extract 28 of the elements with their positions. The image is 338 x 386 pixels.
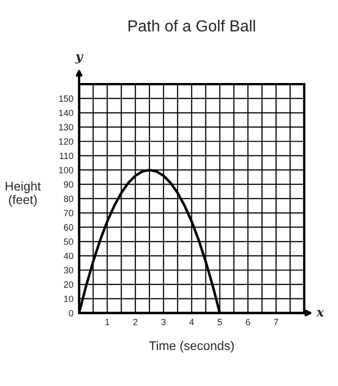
x-tick-label: 3 bbox=[161, 318, 166, 326]
y-tick-label: 70 bbox=[64, 210, 74, 216]
y-tick-label: 140 bbox=[59, 110, 74, 116]
chart-title: Path of a Golf Ball bbox=[128, 20, 255, 32]
x-tick-label: 7 bbox=[274, 318, 278, 326]
y-tick-label: 10 bbox=[64, 296, 74, 302]
text: y bbox=[75, 54, 84, 64]
y-tick-label: 0 bbox=[68, 310, 74, 316]
y-tick-label: 90 bbox=[64, 181, 74, 188]
x-tick-label: 4 bbox=[189, 318, 194, 326]
x-tick-label: 5 bbox=[218, 318, 222, 326]
y-tick-label: 150 bbox=[59, 95, 74, 102]
x-tick-label: 1 bbox=[105, 318, 110, 326]
y-tick-label: 30 bbox=[64, 267, 74, 274]
y-tick-label: 120 bbox=[59, 138, 74, 145]
y-tick-label: 80 bbox=[64, 196, 74, 202]
y-axis-title: Height (feet) bbox=[6, 181, 41, 207]
y-tick-label: 100 bbox=[59, 166, 74, 174]
y-tick-label: 40 bbox=[64, 252, 74, 260]
x-tick-label: 2 bbox=[133, 318, 138, 326]
y-tick-label: 110 bbox=[60, 152, 74, 160]
text: x bbox=[316, 310, 324, 316]
x-axis-title: Time (seconds) bbox=[149, 340, 234, 353]
x-tick-label: 6 bbox=[246, 318, 250, 326]
y-tick-label: 60 bbox=[64, 224, 74, 231]
y-tick-label: 20 bbox=[64, 281, 74, 288]
y-tick-label: 130 bbox=[59, 124, 74, 130]
y-tick-label: 50 bbox=[64, 238, 74, 245]
